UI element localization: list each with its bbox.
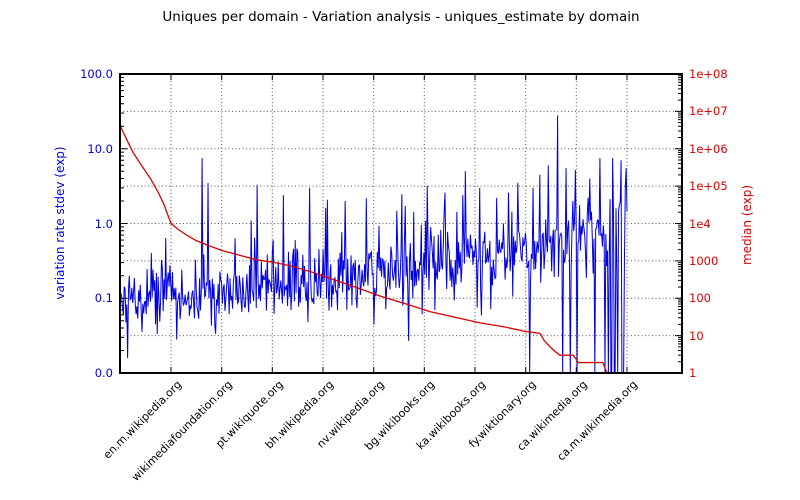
plot-frame [119, 73, 683, 374]
y-left-tick-label: 0.0 [94, 366, 113, 380]
y-right-tick-label: 1e+06 [689, 141, 728, 156]
y-right-tick-label: 1e+07 [689, 104, 728, 119]
stdev-series-line [119, 115, 628, 374]
y-right-tick-label: 10 [689, 328, 704, 343]
y-left-tick-label: 10.0 [87, 141, 113, 156]
y-left-tick-label: 100.0 [80, 67, 113, 81]
y-right-tick-label: 1 [689, 366, 697, 380]
y-right-tick-label: 1000 [689, 253, 719, 268]
y-right-tick-label: 1e+08 [689, 67, 728, 81]
y-left-tick-label: 0.1 [94, 291, 113, 306]
y-left-tick-label: 1.0 [94, 216, 113, 231]
y-right-tick-label: 100 [689, 291, 711, 306]
y-right-tick-label: 1e4 [689, 216, 711, 231]
median-series-line [119, 125, 682, 374]
chart-title: Uniques per domain - Variation analysis … [162, 9, 640, 25]
y-right-tick-label: 1e+05 [689, 179, 728, 194]
